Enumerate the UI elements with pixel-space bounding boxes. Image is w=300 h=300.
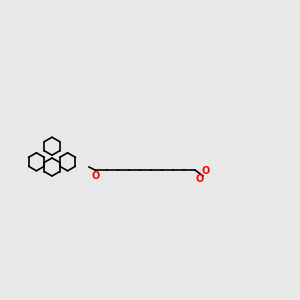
Text: O: O [196,174,204,184]
Text: O: O [202,166,210,176]
Text: O: O [92,171,100,181]
